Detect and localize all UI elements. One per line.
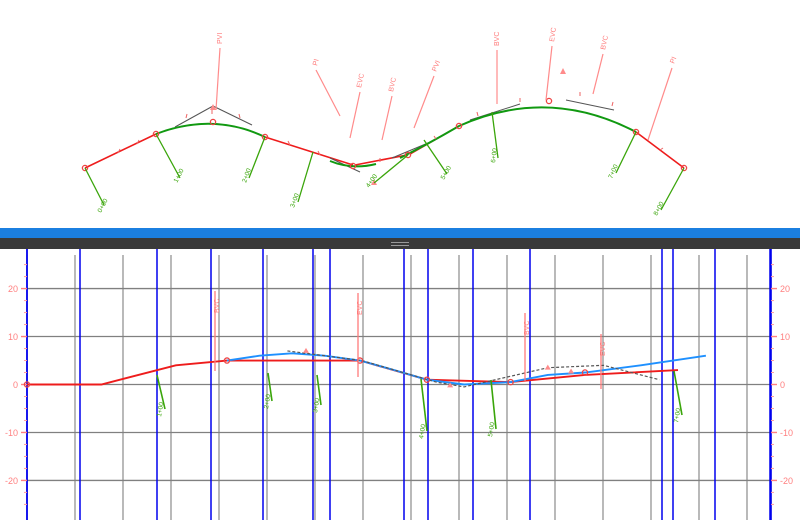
profile-station-label: 7+00 — [673, 407, 683, 423]
profile-axis-tick-label: 10 — [8, 332, 18, 342]
profile-callout-label: EVC — [357, 301, 364, 315]
profile-station-label: 5+00 — [487, 421, 497, 437]
profile-axis-tick-label: -10 — [780, 428, 793, 438]
plan-callout-label: BVC — [600, 35, 610, 51]
profile-y-axis-right[interactable]: 20 10 0 -10 -20 — [770, 249, 793, 520]
plan-view-panel[interactable]: PVI PI EVC BVC PVI BVC EVC BVC PI — [0, 0, 800, 228]
splitter-highlight-band — [0, 228, 800, 238]
profile-series-tangent-extension[interactable] — [287, 350, 660, 388]
profile-series-finished-grade-curve[interactable] — [226, 352, 707, 386]
profile-callout-label: BVC — [214, 299, 221, 313]
plan-callout-label: BVC — [494, 32, 501, 46]
profile-y-axis-left[interactable]: 20 10 0 -10 -20 — [5, 249, 28, 520]
profile-pvi-triangles — [303, 347, 575, 388]
plan-station-label: 7+00 — [607, 163, 620, 180]
plan-callout-label: EVC — [356, 73, 366, 89]
plan-callout-label: PI — [669, 56, 678, 65]
plan-callout-label: PVI — [431, 60, 442, 73]
profile-station-label: 2+00 — [263, 393, 273, 409]
profile-axis-tick-label: 0 — [780, 380, 785, 390]
profile-axis-tick-label: -10 — [5, 428, 18, 438]
plan-callout-label: BVC — [388, 77, 398, 93]
profile-axis-tick-label: 0 — [13, 380, 18, 390]
plan-station-label: 2+00 — [241, 167, 253, 184]
plan-station-label: 3+00 — [289, 192, 301, 209]
profile-gridlines-horizontal — [27, 287, 771, 482]
profile-series[interactable] — [27, 350, 707, 388]
profile-station-label: 3+00 — [312, 397, 322, 413]
plan-view-canvas[interactable]: PVI PI EVC BVC PVI BVC EVC BVC PI — [0, 0, 800, 228]
profile-callout-label: BVC — [524, 321, 531, 335]
plan-station-label: 0+00 — [97, 197, 110, 214]
plan-station-label: 1+00 — [173, 167, 186, 184]
pvi-triangle-markers — [210, 68, 566, 185]
profile-view-canvas[interactable]: 20 10 0 -10 -20 20 10 0 -10 -20 BVC EVC BVC EVC 1+00 2+… — [0, 249, 800, 520]
profile-axis-tick-label: 10 — [780, 332, 790, 342]
plan-callout-label: EVC — [549, 27, 558, 42]
profile-callout-label: EVC — [600, 342, 607, 356]
plan-callouts[interactable]: PVI PI EVC BVC PVI BVC EVC BVC PI — [215, 27, 678, 141]
profile-station-lines[interactable] — [26, 249, 771, 520]
profile-axis-tick-label: 20 — [8, 284, 18, 294]
profile-station-label: 1+00 — [156, 401, 166, 417]
profile-axis-tick-label: 20 — [780, 284, 790, 294]
profile-view-panel[interactable]: 20 10 0 -10 -20 20 10 0 -10 -20 BVC EVC BVC EVC 1+00 2+… — [0, 249, 800, 520]
plan-station-label: 6+00 — [490, 147, 499, 163]
alignment-chords — [174, 99, 615, 173]
station-ticks — [117, 92, 664, 162]
plan-callout-label: PI — [312, 58, 320, 66]
profile-callouts[interactable]: BVC EVC BVC EVC — [214, 291, 607, 389]
panel-splitter[interactable] — [0, 228, 800, 249]
profile-station-label: 4+00 — [418, 423, 428, 439]
plan-station-label: 8+00 — [653, 200, 666, 217]
panel-splitter-grip[interactable] — [391, 242, 409, 247]
alignment-tangents[interactable] — [84, 125, 685, 169]
alignment-vertices[interactable] — [81, 97, 688, 172]
plan-callout-label: PVI — [217, 33, 224, 44]
profile-station-offsets[interactable]: 1+00 2+00 3+00 4+00 5+00 7+00 — [156, 370, 683, 439]
profile-axis-tick-label: -20 — [780, 476, 793, 486]
profile-axis-tick-label: -20 — [5, 476, 18, 486]
profile-vertices[interactable] — [23, 357, 589, 388]
